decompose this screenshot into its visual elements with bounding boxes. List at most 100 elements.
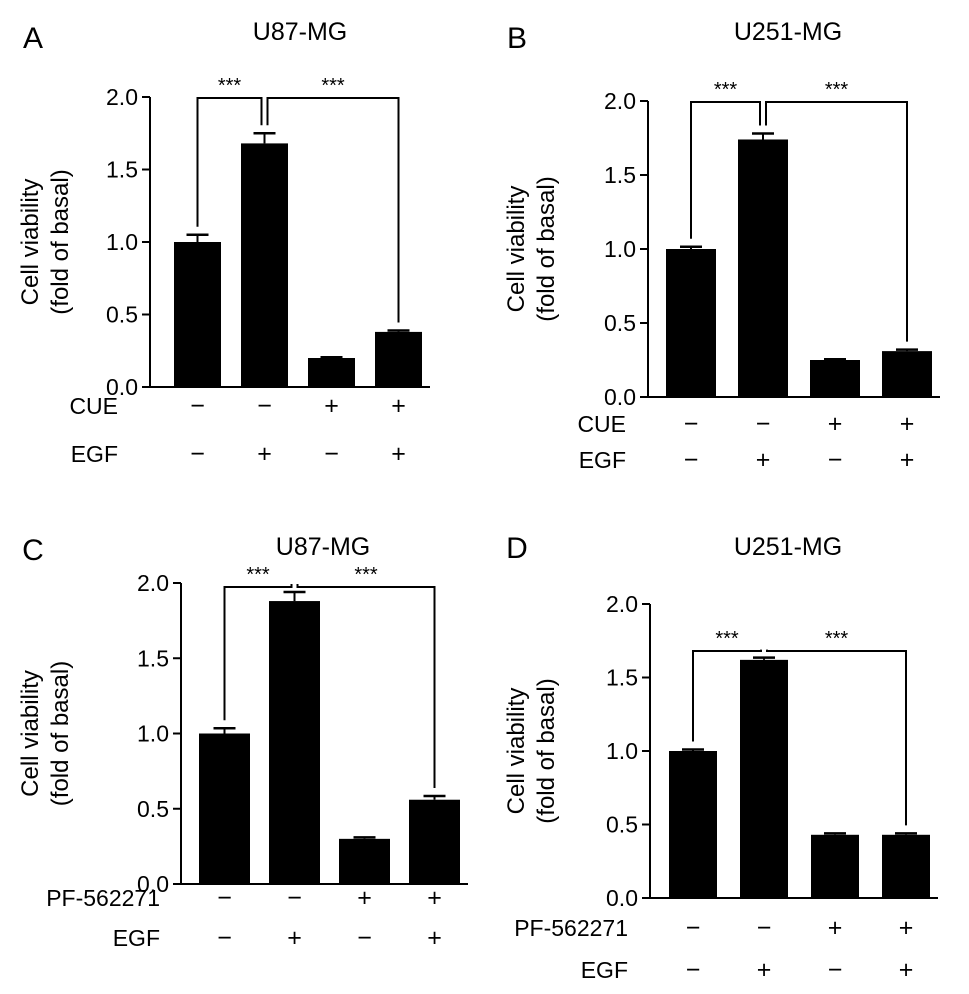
treatment-sign: +: [900, 410, 915, 438]
significance-bracket: [766, 649, 907, 826]
significance-bracket: [266, 97, 400, 323]
treatment-sign: +: [357, 884, 372, 912]
treatment-sign: −: [828, 446, 843, 474]
y-tick-label: 1.5: [137, 645, 169, 671]
bar: [740, 659, 788, 898]
significance-label: ***: [321, 75, 345, 97]
treatment-sign: +: [427, 884, 442, 912]
panel-label: D: [506, 532, 528, 565]
y-tick-label: 1.0: [137, 721, 169, 747]
y-tick-label: 0.0: [606, 885, 638, 911]
treatment-sign: +: [899, 956, 914, 984]
y-tick-label: 2.0: [606, 591, 638, 617]
y-axis-label: Cell viability: [503, 186, 530, 313]
treatment-sign: +: [828, 410, 843, 438]
y-axis-label-sub: (fold of basal): [533, 176, 560, 321]
y-tick-label: 0.5: [604, 310, 636, 336]
treatment-sign: +: [757, 956, 772, 984]
treatment-sign: −: [686, 956, 701, 984]
bar: [241, 143, 288, 387]
treatment-sign: −: [357, 924, 372, 952]
panel-title: U87-MG: [253, 18, 347, 46]
significance-label: ***: [714, 79, 738, 101]
y-tick-label: 2.0: [604, 88, 636, 114]
treatment-sign: −: [684, 446, 699, 474]
treatment-label: EGF: [581, 957, 628, 983]
significance-label: ***: [246, 564, 270, 586]
panel-title: U251-MG: [734, 533, 842, 561]
treatment-sign: +: [324, 392, 339, 420]
y-tick-label: 1.0: [604, 236, 636, 262]
y-tick-label: 0.0: [604, 384, 636, 410]
treatment-sign: +: [391, 440, 406, 468]
bar: [269, 601, 320, 884]
treatment-sign: −: [217, 884, 232, 912]
y-tick-label: 0.5: [606, 812, 638, 838]
panel-label: B: [507, 22, 527, 55]
panel-label: A: [23, 22, 43, 55]
significance-bracket: [196, 97, 263, 227]
significance-bracket: [690, 101, 761, 239]
chart-panel-d: D U251-MG Cell viability (fold of basal) 0.0…: [503, 532, 938, 984]
y-axis-label-sub: (fold of basal): [47, 169, 74, 314]
chart-panel-b: B U251-MG Cell viability (fold of basal) 0.0…: [503, 18, 940, 474]
bar: [811, 834, 859, 898]
treatment-label: EGF: [113, 925, 160, 951]
y-tick-label: 2.0: [106, 84, 138, 110]
significance-label: ***: [715, 628, 739, 650]
significance-bracket: [296, 584, 436, 788]
treatment-sign: −: [190, 440, 205, 468]
panel-label: C: [22, 534, 44, 567]
treatment-sign: −: [287, 884, 302, 912]
significance-label: ***: [825, 628, 849, 650]
significance-label: ***: [218, 75, 242, 97]
treatment-sign: +: [257, 440, 272, 468]
bar: [666, 249, 716, 397]
treatment-sign: +: [287, 924, 302, 952]
treatment-sign: −: [756, 410, 771, 438]
y-tick-label: 1.5: [604, 162, 636, 188]
y-axis-label: Cell viability: [503, 688, 530, 815]
treatment-label: EGF: [579, 447, 626, 473]
significance-label: ***: [825, 79, 849, 101]
y-tick-label: 1.0: [106, 229, 138, 255]
bar: [339, 838, 390, 884]
bar: [409, 799, 460, 884]
bar: [882, 351, 932, 397]
treatment-sign: −: [257, 392, 272, 420]
y-tick-label: 2.0: [137, 570, 169, 596]
bar: [882, 834, 930, 898]
significance-bracket: [223, 584, 293, 721]
y-tick-label: 1.5: [106, 157, 138, 183]
y-tick-label: 0.5: [137, 796, 169, 822]
treatment-label: PF-562271: [46, 885, 160, 911]
treatment-label: CUE: [69, 393, 118, 419]
y-axis-label-sub: (fold of basal): [47, 661, 74, 806]
y-tick-label: 1.5: [606, 665, 638, 691]
treatment-sign: −: [686, 914, 701, 942]
treatment-sign: −: [324, 440, 339, 468]
treatment-sign: +: [391, 392, 406, 420]
y-tick-label: 0.0: [137, 871, 169, 897]
bar: [375, 331, 422, 387]
y-axis-label: Cell viability: [17, 179, 44, 306]
bar: [199, 733, 250, 884]
treatment-sign: +: [828, 914, 843, 942]
chart-panel-a: A U87-MG Cell viability (fold of basal) 0.0 0…: [17, 18, 430, 468]
treatment-label: PF-562271: [514, 915, 628, 941]
bar: [669, 751, 717, 898]
treatment-sign: −: [684, 410, 699, 438]
treatment-sign: +: [900, 446, 915, 474]
bar: [810, 360, 860, 397]
bar: [308, 358, 355, 387]
bar: [174, 242, 221, 387]
treatment-sign: +: [899, 914, 914, 942]
y-tick-label: 0.0: [106, 374, 138, 400]
panel-title: U251-MG: [734, 18, 842, 46]
significance-bracket: [692, 649, 762, 742]
treatment-sign: +: [427, 924, 442, 952]
panel-title: U87-MG: [276, 533, 370, 561]
significance-bracket: [765, 101, 908, 342]
treatment-sign: +: [756, 446, 771, 474]
